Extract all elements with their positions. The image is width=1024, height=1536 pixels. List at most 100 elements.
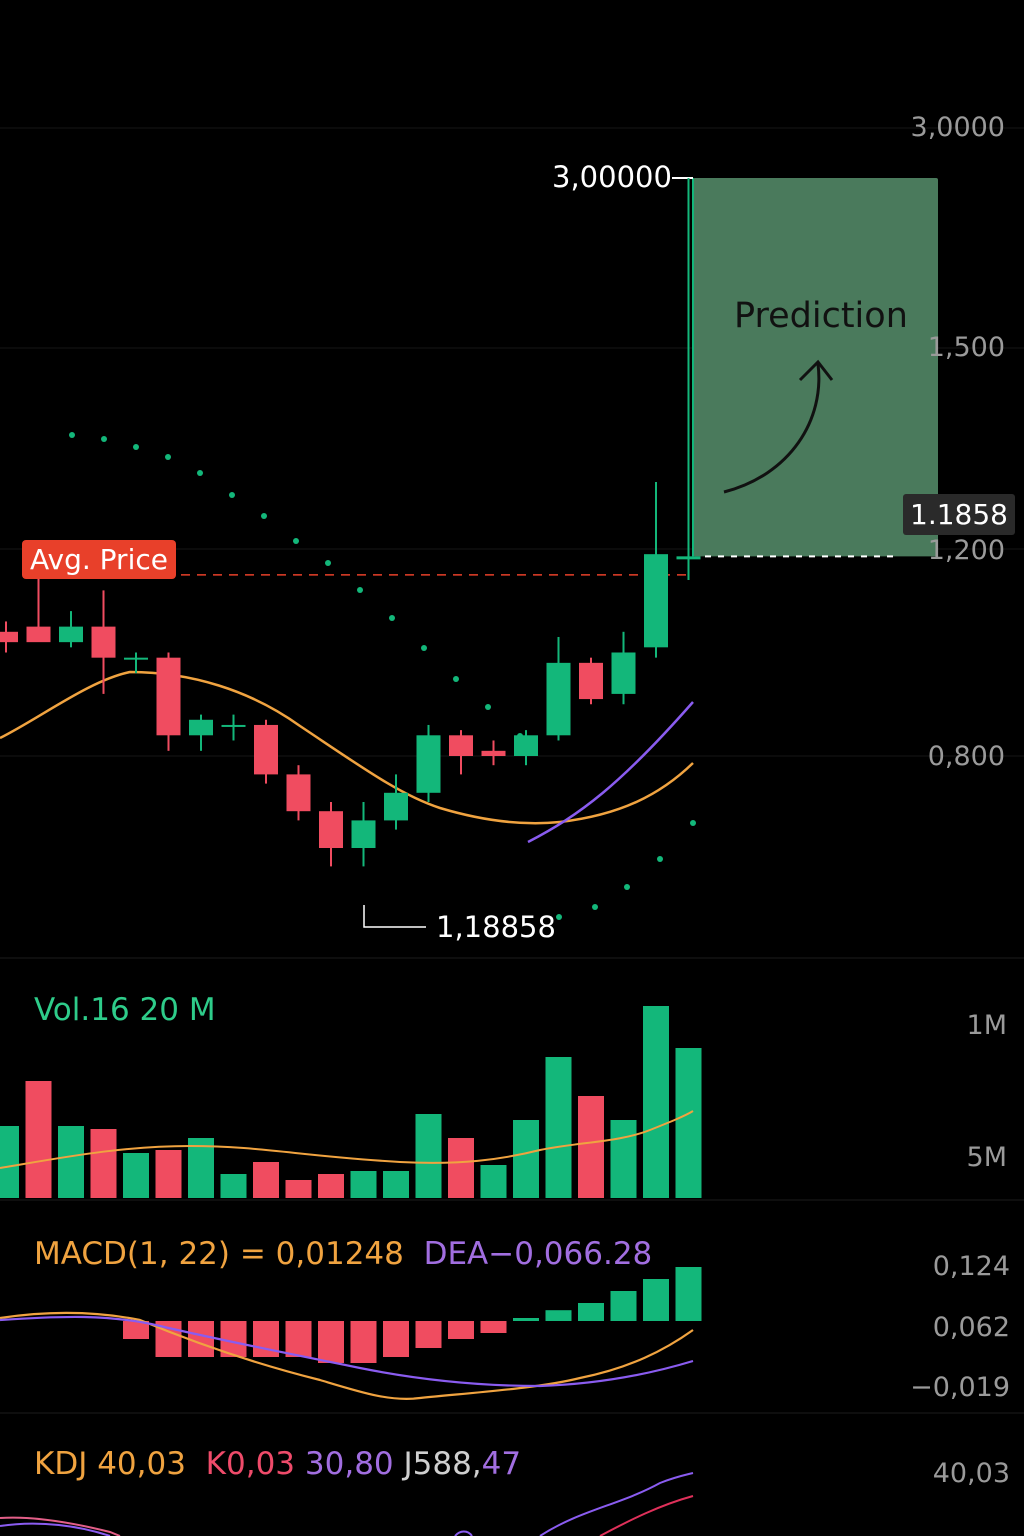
volume-bar <box>25 1081 52 1198</box>
candle-body <box>546 662 571 736</box>
sar-dot <box>592 904 598 910</box>
low-leader <box>363 905 426 928</box>
candle-body <box>124 657 148 660</box>
kdj-line-j <box>539 1472 694 1536</box>
kdj-tick-label: 40,03 <box>932 1458 1010 1489</box>
sar-dot <box>453 676 459 682</box>
sar-dot <box>389 615 395 621</box>
volume-bar <box>155 1150 182 1198</box>
volume-bar <box>318 1174 344 1198</box>
volume-bar <box>383 1171 409 1198</box>
macd-bar <box>643 1279 669 1321</box>
volume-bar <box>220 1174 247 1198</box>
target-price-label: 3,00000 <box>552 160 672 194</box>
candle-body <box>319 811 343 848</box>
sar-dot <box>69 432 75 438</box>
kdj-title: KDJ 40,03 K0,03 30,80 J588,47 <box>34 1446 521 1482</box>
macd-title: MACD(1, 22) = 0,01248 DEA−0,066.28 <box>34 1236 652 1272</box>
j-value: J588, <box>403 1446 482 1482</box>
volume-bar <box>545 1057 572 1198</box>
prediction-label: Prediction <box>734 296 908 336</box>
candle-body <box>0 631 18 643</box>
low-price-label: 1,18858 <box>436 910 556 944</box>
y-tick-label: 3,0000 <box>910 112 1005 143</box>
volume-bar <box>253 1162 279 1198</box>
sar-dot <box>101 436 107 442</box>
volume-bar <box>0 1126 19 1198</box>
macd-bar <box>188 1321 214 1357</box>
volume-bar <box>285 1180 312 1198</box>
macd-bar <box>675 1267 702 1321</box>
candle-body <box>286 774 311 812</box>
y-tick-label: 0,800 <box>927 741 1005 772</box>
volume-tick-label: 1M <box>966 1010 1007 1041</box>
sar-dot <box>556 914 562 920</box>
candle-body <box>676 556 701 560</box>
macd-line <box>0 1311 694 1400</box>
macd-bar <box>545 1310 572 1321</box>
sar-dot <box>133 444 139 450</box>
sar-dot <box>624 884 630 890</box>
sar-dot <box>197 470 203 476</box>
candle-body <box>26 626 51 643</box>
dea-line <box>0 1315 694 1388</box>
sar-dot <box>657 856 663 862</box>
volume-tick-label: 5M <box>966 1142 1007 1173</box>
candle-body <box>254 724 278 775</box>
dea-value: DEA−0,066.28 <box>423 1236 653 1272</box>
macd-bar <box>415 1321 442 1348</box>
volume-bar <box>643 1006 669 1198</box>
kdj-line-k <box>0 1516 121 1536</box>
volume-bar <box>90 1129 117 1198</box>
macd-bar <box>350 1321 377 1363</box>
candle-body <box>221 724 246 727</box>
volume-bar <box>123 1153 149 1198</box>
candle-body <box>416 735 441 793</box>
macd-bar <box>513 1318 539 1321</box>
macd-bar <box>448 1321 474 1339</box>
candle-body <box>384 792 408 821</box>
volume-bar <box>58 1126 84 1198</box>
candle-body <box>579 662 603 700</box>
macd-bar <box>318 1321 344 1363</box>
prediction-box <box>693 178 938 557</box>
macd-bar <box>480 1321 507 1333</box>
ma-line-purple <box>527 701 694 844</box>
volume-bar <box>675 1048 702 1198</box>
j-value-suffix: 47 <box>481 1446 522 1482</box>
y-tick-label: 1,500 <box>927 332 1005 363</box>
candle-body <box>351 820 376 848</box>
arrow-head-icon <box>798 359 834 382</box>
candle-body <box>91 626 116 658</box>
macd-bar <box>610 1291 637 1321</box>
kdj-line-d <box>0 1522 111 1536</box>
current-price-tag: 1.1858 <box>903 494 1015 535</box>
kdj-line-k-right <box>599 1495 694 1536</box>
volume-bar <box>415 1114 442 1198</box>
d-value: 30,80 <box>304 1446 394 1482</box>
kdj-value: KDJ 40,03 <box>34 1446 186 1482</box>
volume-bar <box>578 1096 604 1198</box>
volume-ma-line <box>0 1110 694 1169</box>
macd-bar <box>123 1321 149 1339</box>
volume-bar <box>350 1171 377 1198</box>
sar-dot <box>485 704 491 710</box>
macd-bar <box>383 1321 409 1357</box>
avg-price-tag: Avg. Price <box>22 540 176 579</box>
macd-tick-label: 0,124 <box>932 1251 1010 1282</box>
k-value: K0,03 <box>205 1446 296 1482</box>
macd-tick-label: −0,019 <box>910 1372 1010 1403</box>
candle-body <box>611 652 636 694</box>
volume-bar <box>610 1120 637 1198</box>
arrow-icon <box>723 363 821 494</box>
macd-bar <box>285 1321 312 1357</box>
sar-dot <box>293 538 299 544</box>
sar-dot <box>690 820 696 826</box>
sar-dot <box>325 560 331 566</box>
candle-body <box>156 657 181 736</box>
macd-tick-label: 0,062 <box>932 1312 1010 1343</box>
candle-body <box>59 626 83 643</box>
candle-body <box>481 750 506 756</box>
sar-dot <box>421 645 427 651</box>
